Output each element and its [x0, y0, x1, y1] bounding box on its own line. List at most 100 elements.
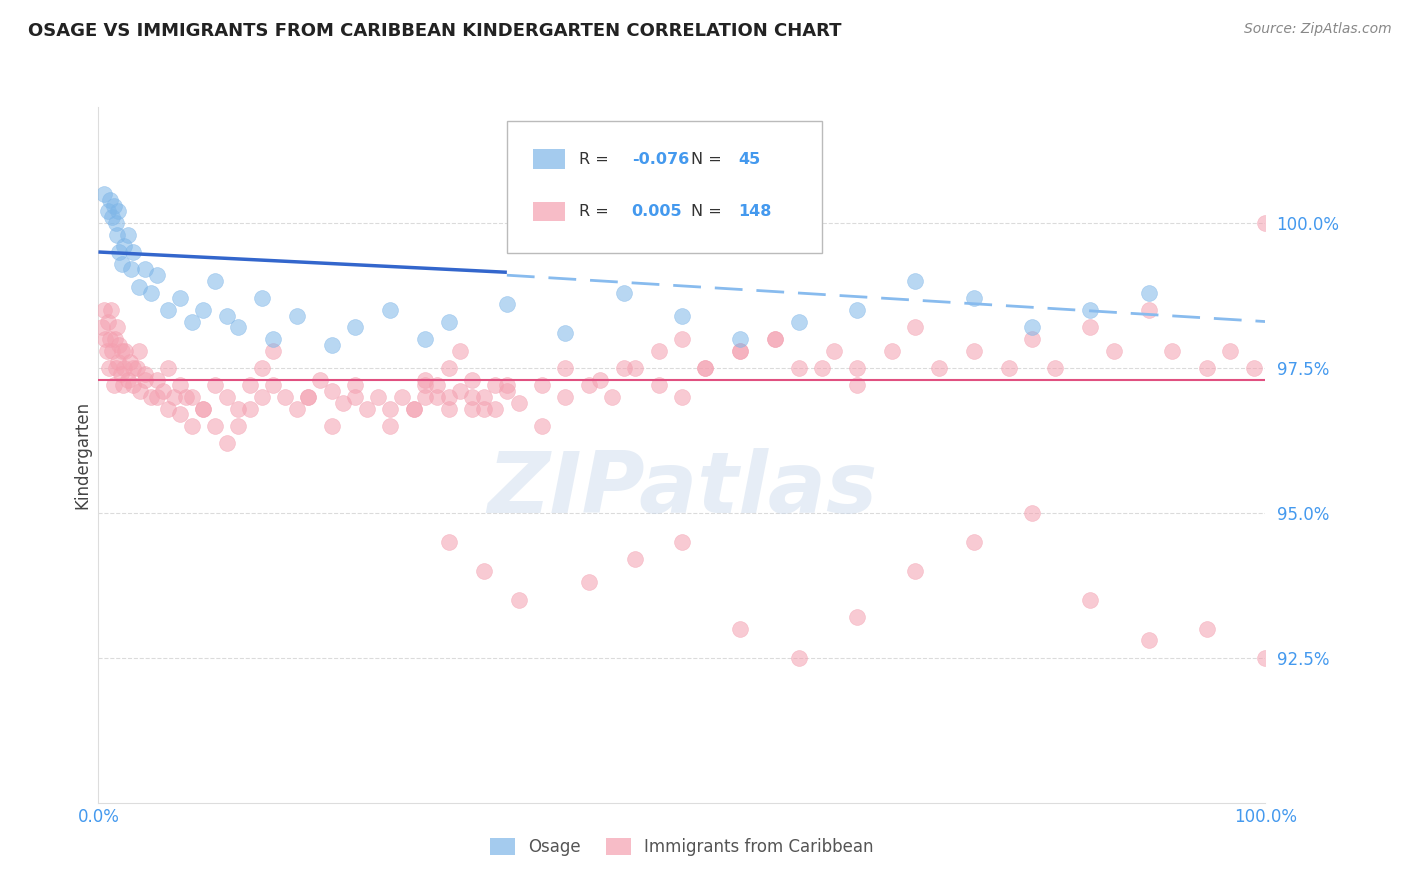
Point: [122, 361, 145, 376]
Point: [1161, 343, 1184, 358]
Text: R =: R =: [579, 152, 614, 167]
Point: [117, 227, 139, 242]
Point: [402, 401, 425, 416]
Point: [228, 401, 250, 416]
Point: [437, 315, 460, 329]
Point: [1219, 343, 1241, 358]
Point: [437, 535, 460, 549]
Point: [228, 320, 250, 334]
Point: [845, 361, 868, 376]
Point: [763, 332, 786, 346]
Point: [321, 419, 343, 434]
Point: [1137, 633, 1160, 648]
Point: [250, 361, 273, 376]
Point: [146, 390, 169, 404]
Point: [730, 332, 752, 346]
Point: [647, 343, 669, 358]
Point: [997, 361, 1019, 376]
Point: [1102, 343, 1125, 358]
Point: [344, 390, 367, 404]
Point: [378, 303, 402, 318]
Point: [554, 326, 576, 341]
Point: [437, 390, 460, 404]
Point: [193, 401, 215, 416]
Point: [811, 361, 834, 376]
Point: [624, 552, 647, 566]
Point: [129, 384, 152, 399]
Point: [823, 343, 845, 358]
Point: [332, 396, 354, 410]
Point: [96, 343, 118, 358]
Point: [413, 332, 436, 346]
Point: [495, 384, 517, 399]
Point: [530, 378, 553, 392]
Point: [193, 303, 215, 318]
Point: [962, 291, 984, 305]
Point: [730, 343, 752, 358]
Point: [624, 361, 647, 376]
Point: [250, 390, 273, 404]
Point: [157, 401, 180, 416]
Point: [1243, 361, 1265, 376]
Point: [472, 390, 495, 404]
Point: [122, 378, 145, 392]
Point: [157, 361, 180, 376]
Point: [461, 373, 484, 387]
Point: [285, 401, 308, 416]
Point: [426, 390, 449, 404]
Point: [250, 291, 273, 305]
Point: [437, 401, 460, 416]
Point: [787, 315, 810, 329]
Point: [128, 280, 150, 294]
Point: [204, 419, 226, 434]
Text: R =: R =: [579, 204, 614, 219]
Point: [180, 419, 202, 434]
Point: [962, 535, 984, 549]
Point: [402, 401, 425, 416]
Point: [344, 378, 367, 392]
Point: [647, 378, 669, 392]
Point: [108, 337, 131, 351]
Point: [461, 401, 484, 416]
Point: [105, 320, 128, 334]
Point: [215, 309, 238, 323]
Point: [904, 564, 927, 578]
Point: [845, 610, 868, 624]
Point: [169, 407, 191, 421]
Point: [321, 337, 343, 351]
Point: [589, 373, 612, 387]
Point: [904, 320, 927, 334]
Point: [239, 401, 262, 416]
Point: [426, 378, 449, 392]
Point: [134, 373, 156, 387]
Text: 148: 148: [738, 204, 772, 219]
Point: [122, 245, 145, 260]
Point: [90, 320, 112, 334]
Point: [845, 378, 868, 392]
Point: [554, 390, 576, 404]
Point: [1045, 361, 1067, 376]
Point: [169, 378, 191, 392]
Point: [101, 211, 124, 225]
Point: [671, 332, 693, 346]
Point: [378, 401, 402, 416]
Point: [413, 373, 436, 387]
Point: [378, 419, 402, 434]
Text: ZIPatlas: ZIPatlas: [486, 448, 877, 532]
Point: [97, 204, 120, 219]
Point: [274, 390, 297, 404]
Y-axis label: Kindergarten: Kindergarten: [73, 401, 91, 509]
Point: [262, 343, 284, 358]
Text: OSAGE VS IMMIGRANTS FROM CARIBBEAN KINDERGARTEN CORRELATION CHART: OSAGE VS IMMIGRANTS FROM CARIBBEAN KINDE…: [28, 22, 842, 40]
Point: [671, 535, 693, 549]
Point: [461, 390, 484, 404]
Point: [297, 390, 319, 404]
Point: [367, 390, 389, 404]
FancyBboxPatch shape: [533, 202, 565, 221]
FancyBboxPatch shape: [533, 150, 565, 169]
Point: [904, 274, 927, 288]
Point: [112, 239, 135, 253]
Point: [1254, 651, 1277, 665]
Point: [1195, 622, 1218, 636]
Point: [111, 378, 134, 392]
